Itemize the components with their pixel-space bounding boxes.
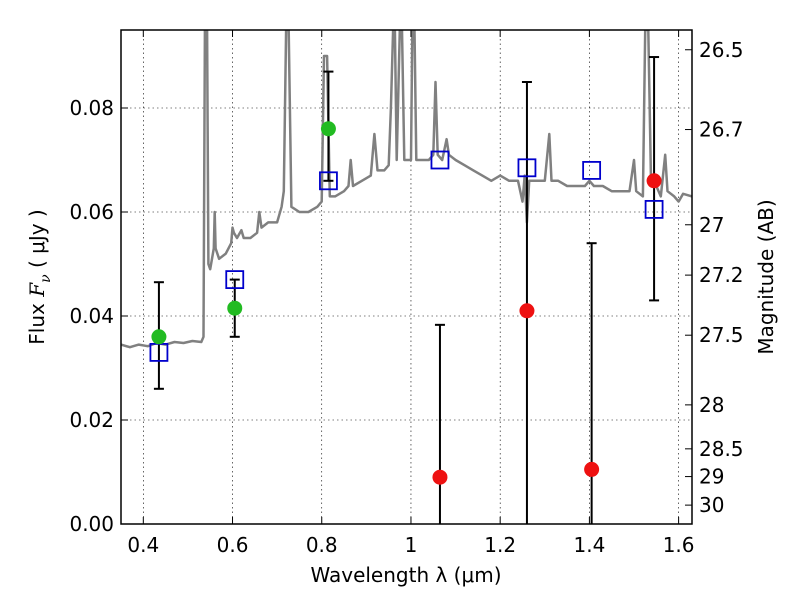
nondetection-point (432, 469, 448, 485)
magnitude-tick-label: 29 (699, 465, 724, 489)
x-tick-label: 0.8 (306, 533, 338, 557)
x-axis-title: Wavelength λ (μm) (310, 563, 501, 587)
magnitude-tick-label: 27 (699, 213, 724, 237)
plot-frame (120, 29, 693, 525)
y-tick-label: 0.04 (69, 304, 114, 328)
magnitude-tick-label: 30 (699, 493, 724, 517)
markers (149, 121, 664, 485)
y-axis-title: Flux Fν ( μJy ) (25, 209, 54, 344)
nondetection-point (584, 461, 600, 477)
model-square-marker (430, 150, 450, 170)
x-tick-label: 1.2 (484, 533, 516, 557)
model-square-marker (582, 160, 602, 180)
y-tick-label: 0.00 (69, 512, 114, 536)
nondetection-point (519, 303, 535, 319)
y-tick-labels: 0.00 0.02 0.04 0.06 0.08 (69, 96, 114, 536)
y-tick-label: 0.06 (69, 200, 114, 224)
ticks (121, 30, 692, 525)
magnitude-tick-label: 26.7 (699, 118, 744, 142)
model-square-marker (225, 270, 245, 290)
magnitude-tick-label: 27.5 (699, 323, 744, 347)
y2-axis-title: Magnitude (AB) (754, 199, 778, 354)
x-tick-label: 0.4 (127, 533, 159, 557)
detection-point (151, 329, 167, 345)
x-tick-labels: 0.4 0.6 0.8 1 1.2 1.4 1.6 (127, 533, 694, 557)
detection-point (227, 300, 243, 316)
y-tick-label: 0.02 (69, 408, 114, 432)
x-tick-label: 0.6 (217, 533, 249, 557)
x-tick-label: 1.6 (663, 533, 695, 557)
magnitude-tick-label: 26.5 (699, 38, 744, 62)
y-tick-label: 0.08 (69, 96, 114, 120)
detection-point (320, 121, 336, 137)
spectrum-line (121, 30, 692, 349)
model-square-marker (517, 158, 537, 178)
magnitude-tick-label: 28.5 (699, 437, 744, 461)
model-square-marker (644, 199, 664, 219)
x-tick-label: 1 (405, 533, 418, 557)
model-square-marker (319, 171, 338, 191)
x-tick-label: 1.4 (573, 533, 605, 557)
magnitude-tick-label: 28 (699, 393, 724, 417)
series-layer (121, 30, 692, 349)
magnitude-tick-label: 27.2 (699, 263, 744, 287)
magnitude-tick-labels: 26.5 26.7 27 27.2 27.5 28 28.5 29 30 (699, 38, 744, 517)
nondetection-point (646, 173, 662, 189)
